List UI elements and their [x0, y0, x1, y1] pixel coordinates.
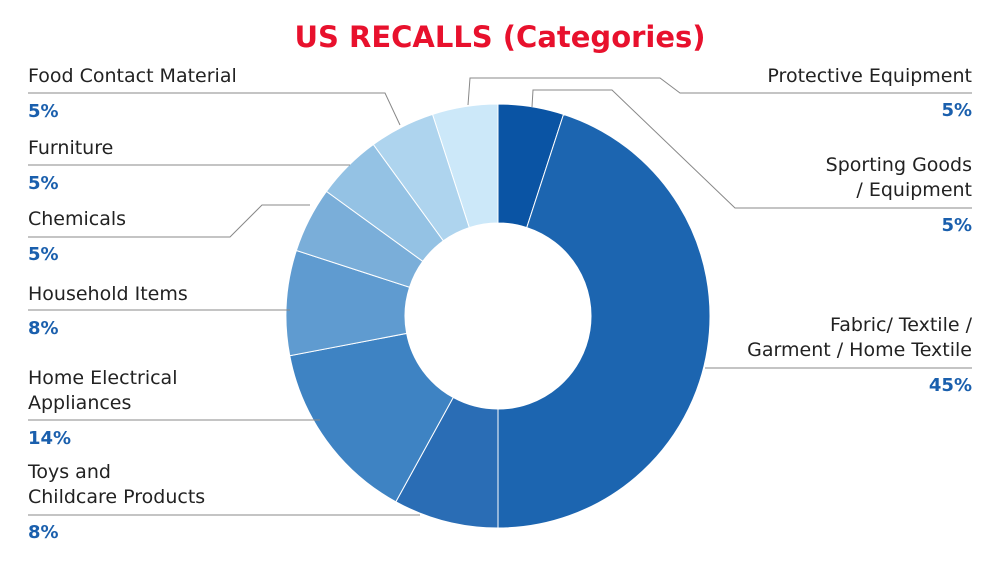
value-label: 14%: [28, 428, 72, 449]
value-label: 5%: [28, 101, 59, 122]
leader-line: [28, 92, 401, 126]
category-label: Furniture: [28, 137, 114, 159]
leader-line: [28, 204, 310, 238]
value-label: 8%: [28, 318, 59, 339]
value-label: 5%: [28, 244, 59, 265]
value-label: 5%: [28, 173, 59, 194]
value-label: 5%: [941, 100, 972, 121]
value-label: 5%: [941, 215, 972, 236]
donut-slice: [289, 332, 454, 503]
donut-slice: [497, 113, 711, 529]
leader-line: [467, 77, 972, 106]
category-label: Fabric/ Textile / Garment / Home Textile: [747, 314, 972, 361]
category-label: Household Items: [28, 283, 188, 305]
donut-slice: [372, 113, 470, 242]
leader-line: [531, 89, 972, 209]
category-label: Chemicals: [28, 208, 127, 230]
category-label: Protective Equipment: [767, 65, 972, 87]
category-label: Sporting Goods / Equipment: [825, 154, 972, 201]
chart-title: US RECALLS (Categories): [294, 20, 706, 54]
value-label: 45%: [928, 375, 972, 396]
category-label: Toys and Childcare Products: [28, 461, 206, 508]
category-label: Home Electrical Appliances: [28, 367, 178, 414]
value-label: 8%: [28, 522, 59, 543]
category-label: Food Contact Material: [28, 65, 237, 87]
